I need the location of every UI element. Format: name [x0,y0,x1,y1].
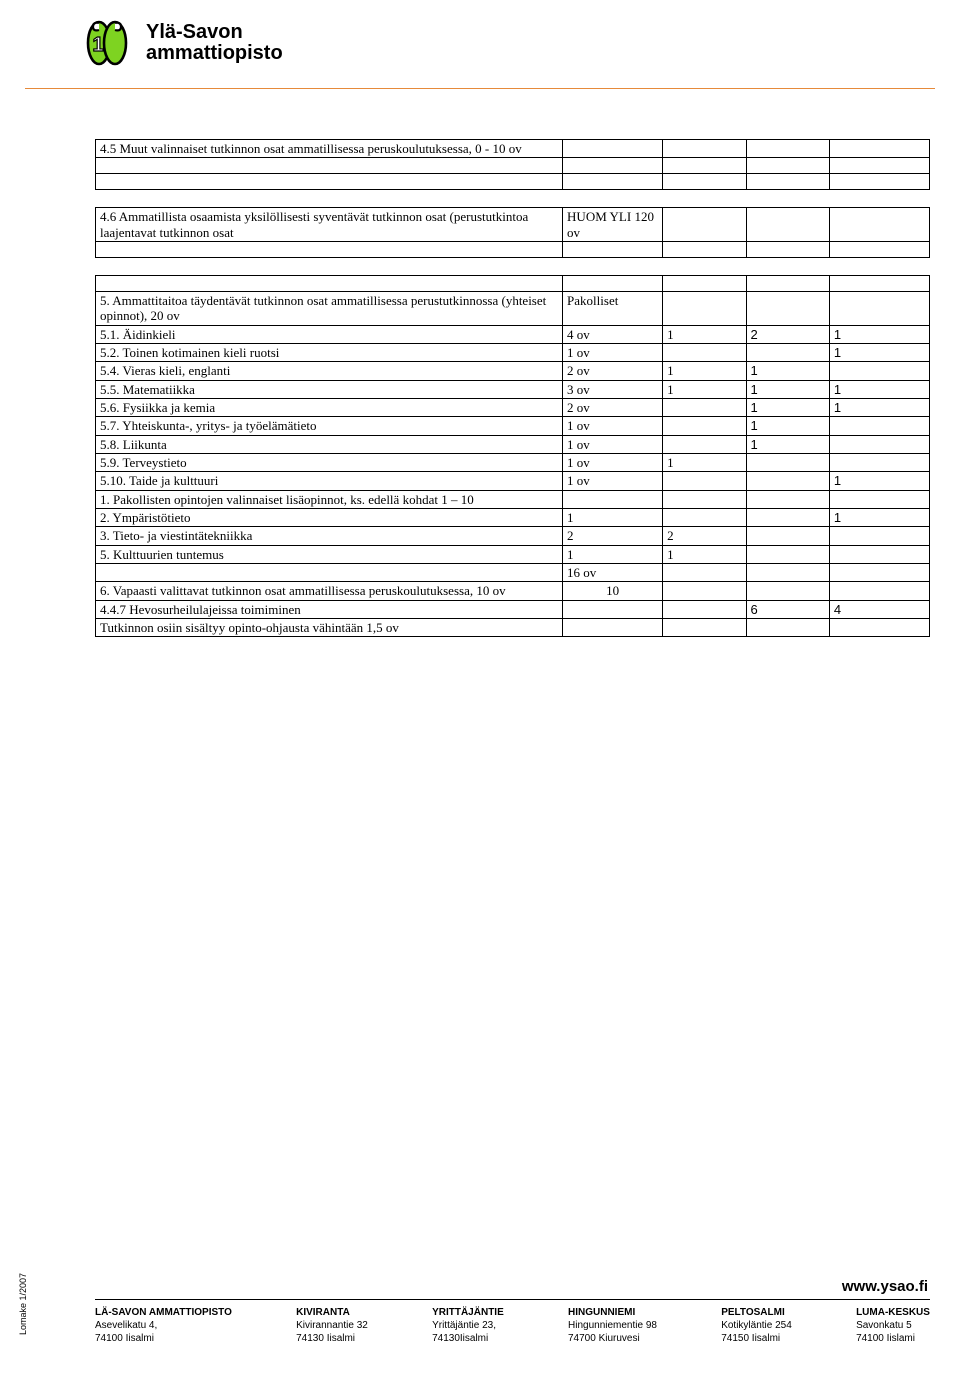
table-row: 5.4. Vieras kieli, englanti2 ov11 [96,362,930,380]
table-row: 1. Pakollisten opintojen valinnaiset lis… [96,490,930,508]
table-row: 5.5. Matematiikka3 ov111 [96,380,930,398]
section-4-5-title: 4.5 Muut valinnaiset tutkinnon osat amma… [96,140,563,158]
form-version-label: Lomake 1/2007 [18,1273,28,1335]
table-row: 5.2. Toinen kotimainen kieli ruotsi1 ov1 [96,343,930,361]
footer-col: LUMA-KESKUSSavonkatu 574100 Iislami [856,1306,930,1345]
table-row: 16 ov [96,563,930,581]
spacer-row [96,257,930,275]
table-row: 5.8. Liikunta1 ov1 [96,435,930,453]
website-url: www.ysao.fi [95,1278,930,1295]
table-row: 4.6 Ammatillista osaamista yksilöllisest… [96,208,930,242]
svg-text:1: 1 [92,34,103,56]
table-row [96,158,930,174]
spacer-row [96,190,930,208]
footer-col: KIVIRANTAKivirannantie 3274130 Iisalmi [296,1306,368,1345]
table-row: 4.5 Muut valinnaiset tutkinnon osat amma… [96,140,930,158]
table-row: 6. Vapaasti valittavat tutkinnon osat am… [96,582,930,600]
table-row: 5.6. Fysiikka ja kemia2 ov11 [96,398,930,416]
page-header: 1 Ylä-Savon ammattiopisto [0,0,960,78]
footer-divider [95,1299,930,1300]
curriculum-table: 4.5 Muut valinnaiset tutkinnon osat amma… [95,139,930,637]
table-row: 5.10. Taide ja kulttuuri1 ov1 [96,472,930,490]
table-row: 5.1. Äidinkieli4 ov121 [96,325,930,343]
section-4-6-title: 4.6 Ammatillista osaamista yksilöllisest… [96,208,563,242]
school-name-line-1: Ylä-Savon [146,22,283,43]
table-row [96,241,930,257]
table-row: 5. Kulttuurien tuntemus11 [96,545,930,563]
section-4-6-note: HUOM YLI 120 ov [563,208,663,242]
footer-addresses: LÄ-SAVON AMMATTIOPISTOAsevelikatu 4,7410… [95,1306,930,1345]
table-row: 5. Ammattitaitoa täydentävät tutkinnon o… [96,291,930,325]
table-row [96,174,930,190]
table-row: 5.7. Yhteiskunta-, yritys- ja työelämäti… [96,417,930,435]
table-row: 4.4.7 Hevosurheilulajeissa toimiminen 6 … [96,600,930,618]
school-name: Ylä-Savon ammattiopisto [146,22,283,64]
table-row [96,275,930,291]
main-content: 4.5 Muut valinnaiset tutkinnon osat amma… [0,89,960,637]
footer-col: YRITTÄJÄNTIEYrittäjäntie 23,74130Iisalmi [432,1306,504,1345]
table-row: 5.9. Terveystieto1 ov1 [96,453,930,471]
table-row: 2. Ympäristötieto11 [96,508,930,526]
section-6-title: 6. Vapaasti valittavat tutkinnon osat am… [96,582,563,600]
school-name-line-2: ammattiopisto [146,43,283,64]
page-footer: www.ysao.fi LÄ-SAVON AMMATTIOPISTOAsevel… [0,1278,960,1345]
table-row: Tutkinnon osiin sisältyy opinto-ohjausta… [96,618,930,636]
footer-col: HINGUNNIEMIHingunniementie 9874700 Kiuru… [568,1306,657,1345]
table-row: 3. Tieto- ja viestintätekniikka22 [96,527,930,545]
section-5-title: 5. Ammattitaitoa täydentävät tutkinnon o… [96,291,563,325]
footer-col: LÄ-SAVON AMMATTIOPISTOAsevelikatu 4,7410… [95,1306,232,1345]
footer-col: PELTOSALMIKotikyläntie 25474150 Iisalmi [721,1306,792,1345]
school-logo-icon: 1 [80,18,134,68]
section-5-badge: Pakolliset [563,291,663,325]
